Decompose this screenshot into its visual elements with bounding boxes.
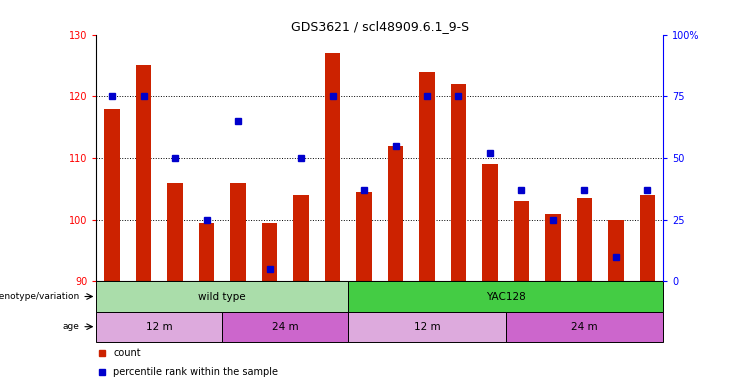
Text: wild type: wild type xyxy=(199,291,246,301)
Bar xyxy=(96,281,348,311)
Bar xyxy=(96,311,222,342)
Bar xyxy=(419,71,435,281)
Text: percentile rank within the sample: percentile rank within the sample xyxy=(113,367,279,377)
Text: count: count xyxy=(113,348,141,358)
Title: GDS3621 / scl48909.6.1_9-S: GDS3621 / scl48909.6.1_9-S xyxy=(290,20,469,33)
Bar xyxy=(639,195,655,281)
Text: 12 m: 12 m xyxy=(413,322,440,332)
Text: 12 m: 12 m xyxy=(146,322,173,332)
Bar xyxy=(325,53,340,281)
Bar xyxy=(293,195,309,281)
Bar xyxy=(482,164,498,281)
Bar xyxy=(451,84,466,281)
Bar xyxy=(262,223,277,281)
Bar xyxy=(348,281,663,311)
Text: 24 m: 24 m xyxy=(571,322,598,332)
Bar xyxy=(348,311,505,342)
Text: genotype/variation: genotype/variation xyxy=(0,292,79,301)
Bar xyxy=(545,214,561,281)
Bar xyxy=(136,65,151,281)
Bar xyxy=(576,198,592,281)
Bar xyxy=(104,109,120,281)
Bar xyxy=(388,146,403,281)
Text: age: age xyxy=(62,322,79,331)
Bar xyxy=(514,201,529,281)
Text: YAC128: YAC128 xyxy=(486,291,525,301)
Bar xyxy=(608,220,624,281)
Text: 24 m: 24 m xyxy=(272,322,299,332)
Bar xyxy=(222,311,348,342)
Bar xyxy=(505,311,663,342)
Bar xyxy=(230,183,246,281)
Bar xyxy=(199,223,214,281)
Bar xyxy=(167,183,183,281)
Bar xyxy=(356,192,372,281)
